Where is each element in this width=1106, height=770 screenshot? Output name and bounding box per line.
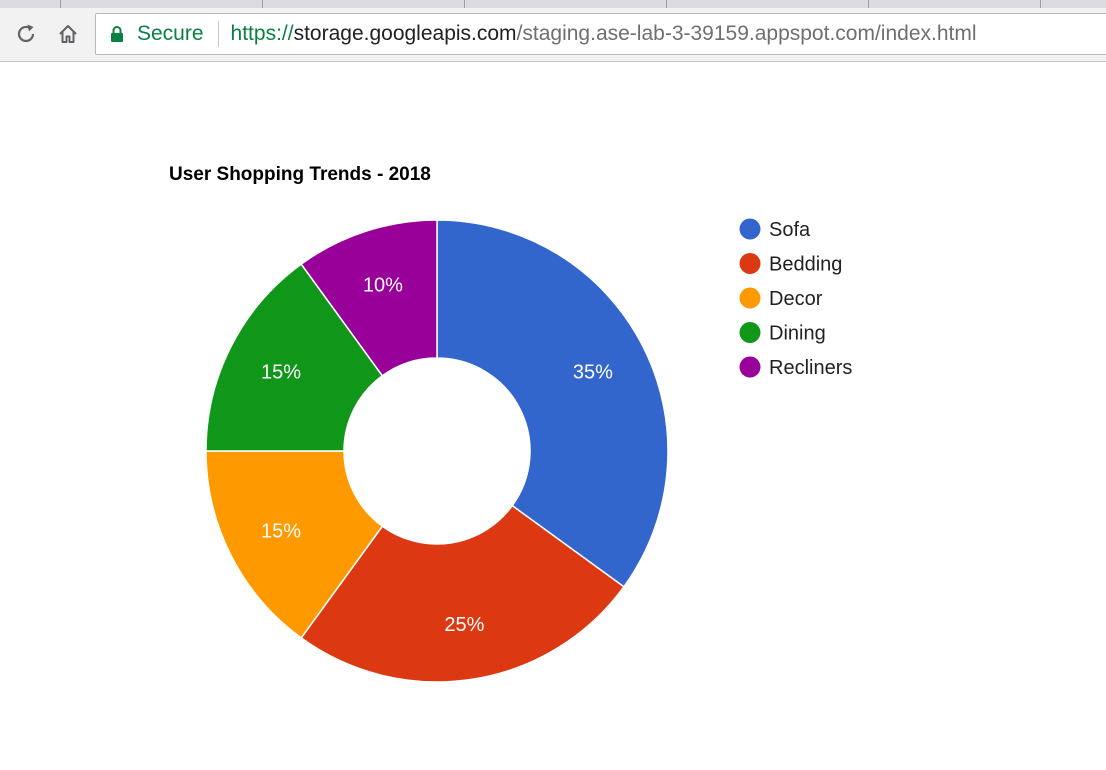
chart-title: User Shopping Trends - 2018: [169, 164, 431, 185]
lock-icon: [110, 23, 128, 45]
slice-decor[interactable]: [205, 450, 384, 639]
legend-marker-dining: [739, 322, 761, 343]
tab[interactable]: [60, 0, 61, 8]
slice-recliners[interactable]: [300, 219, 438, 377]
chart-legend: Sofa Bedding Decor Dining Recliners: [739, 218, 852, 379]
donut-chart: User Shopping Trends - 2018 35% 25% 15% 15%…: [169, 164, 852, 683]
slice-label-decor: 15%: [261, 520, 301, 542]
chart-slices: [205, 219, 669, 683]
slice-sofa[interactable]: [436, 219, 669, 588]
slice-label-bedding: 25%: [444, 614, 484, 636]
browser-toolbar: Secure https:// storage.googleapis.com /…: [0, 8, 1106, 62]
slice-dining[interactable]: [205, 263, 384, 452]
chart-slice-labels: 35% 25% 15% 15% 10%: [261, 275, 613, 636]
legend-marker-sofa: [739, 218, 761, 240]
legend-label-dining[interactable]: Dining: [769, 323, 826, 345]
address-bar[interactable]: Secure https:// storage.googleapis.com /…: [95, 13, 1106, 55]
legend-marker-decor: [739, 287, 761, 309]
home-icon: [59, 25, 77, 43]
slice-label-dining: 15%: [261, 362, 301, 384]
tab[interactable]: [262, 0, 263, 8]
tab-strip: [0, 0, 1106, 8]
legend-marker-recliners: [739, 356, 761, 378]
reload-icon: [17, 24, 35, 43]
slice-label-sofa: 35%: [573, 362, 613, 384]
tab[interactable]: [868, 0, 869, 8]
legend-label-bedding[interactable]: Bedding: [769, 254, 842, 276]
legend-marker-bedding: [739, 253, 761, 274]
slice-label-recliners: 10%: [363, 275, 403, 297]
tab[interactable]: [666, 0, 667, 8]
address-divider: [217, 21, 219, 47]
home-button[interactable]: [54, 20, 82, 48]
tab[interactable]: [1040, 0, 1041, 8]
url-host: storage.googleapis.com: [293, 22, 517, 45]
url-path: /staging.ase-lab-3-39159.appspot.com/ind…: [516, 22, 977, 45]
tab[interactable]: [464, 0, 465, 8]
legend-label-sofa[interactable]: Sofa: [769, 219, 811, 241]
url-scheme: https://: [230, 22, 294, 45]
slice-bedding[interactable]: [300, 504, 625, 683]
security-label: Secure: [137, 22, 204, 45]
reload-button[interactable]: [12, 20, 40, 48]
legend-label-recliners[interactable]: Recliners: [769, 357, 852, 379]
legend-label-decor[interactable]: Decor: [769, 288, 823, 310]
